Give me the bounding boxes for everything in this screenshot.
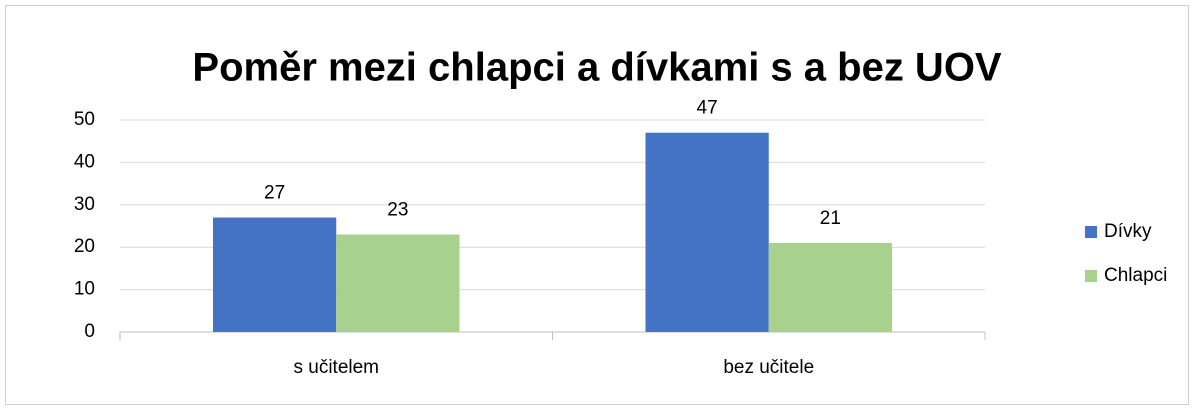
bar — [768, 242, 893, 332]
data-label: 27 — [264, 183, 285, 204]
bar — [336, 234, 460, 332]
y-tick-label: 10 — [74, 279, 95, 300]
y-tick-label: 50 — [74, 109, 95, 130]
legend-label: Dívky — [1104, 221, 1152, 242]
y-tick-label: 0 — [84, 321, 95, 342]
data-label: 23 — [387, 199, 408, 220]
legend-swatch — [1085, 270, 1097, 282]
bar — [645, 132, 769, 332]
y-tick-label: 40 — [74, 151, 95, 172]
legend-swatch — [1085, 226, 1097, 238]
chart-title: Poměr mezi chlapci a dívkami s a bez UOV — [192, 46, 1002, 90]
x-tick-label: s učitelem — [293, 357, 379, 378]
bar — [212, 217, 337, 332]
y-tick-label: 30 — [74, 194, 95, 215]
data-label: 21 — [820, 208, 841, 229]
x-tick-label: bez učitele — [723, 357, 814, 378]
legend-label: Chlapci — [1104, 265, 1167, 286]
data-label: 47 — [697, 98, 718, 119]
y-tick-label: 20 — [74, 236, 95, 257]
